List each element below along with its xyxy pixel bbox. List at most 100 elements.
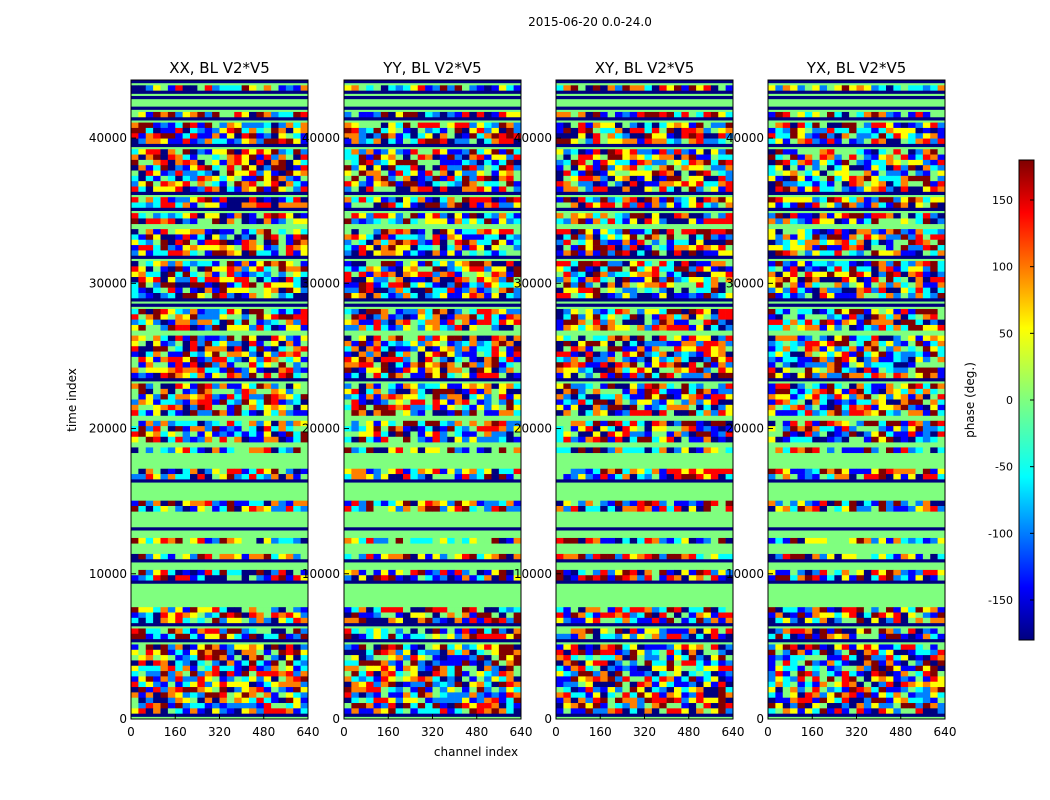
heatmap-cell [293,367,301,374]
heatmap-cell [659,277,667,283]
heatmap-cell [403,607,411,613]
heatmap-cell [278,346,287,352]
heatmap-cell [425,612,433,619]
heatmap-cell [167,410,176,416]
heatmap-cell [600,218,608,225]
heatmap-cell [358,356,367,363]
heatmap-cell [241,346,250,352]
heatmap-cell [607,367,616,374]
heatmap-cell [513,271,522,278]
heatmap-cell [234,319,242,326]
heatmap-cell [263,575,272,581]
heatmap-cell [241,367,250,374]
heatmap-cell [241,681,250,688]
heatmap-cell [585,181,594,187]
heatmap-cell [395,612,404,619]
heatmap-cell [491,468,500,475]
heatmap-cell [403,697,411,704]
heatmap-cell [710,122,719,129]
heatmap-cell [249,218,257,225]
heatmap-cell [293,644,301,651]
heatmap-cell [190,229,198,235]
heatmap-cell [373,133,382,139]
heatmap-cell [454,175,463,182]
heatmap-cell [197,138,206,145]
heatmap-cell [131,687,139,693]
heatmap-cell [263,617,272,624]
heatmap-cell [674,367,682,374]
heatmap-cell [373,362,382,368]
heatmap-cell [131,271,139,278]
heatmap-cell [249,362,257,368]
heatmap-cell [454,644,463,651]
heatmap-cell [300,186,309,193]
heatmap-cell [659,111,667,118]
heatmap-cell [138,234,147,241]
heatmap-cell [358,335,367,342]
heatmap-cell [469,708,478,714]
heatmap-cell [263,197,272,203]
heatmap-cell [484,394,492,400]
heatmap-cell [153,431,161,438]
heatmap-cell [373,127,382,134]
heatmap-cell [585,383,594,390]
heatmap-cell [688,266,697,272]
heatmap-cell [190,213,198,219]
heatmap-cell [491,250,500,257]
heatmap-cell [469,186,478,193]
heatmap-cell [131,202,139,209]
heatmap-cell [300,122,309,129]
heatmap-cell [197,687,206,693]
heatmap-cell [182,186,191,193]
heatmap-cell [241,261,250,267]
heatmap-cell [219,335,228,342]
heatmap-cell [462,127,470,134]
heatmap-cell [703,234,712,241]
heatmap-cell [358,500,367,507]
heatmap-cell [491,399,500,406]
heatmap-cell [570,138,579,145]
heatmap-cell [469,420,478,427]
heatmap-cell [484,404,492,411]
heatmap-cell [432,127,441,134]
heatmap-cell [439,708,448,714]
heatmap-cell [351,308,360,315]
heatmap-cell [425,644,433,651]
heatmap-cell [659,362,667,368]
heatmap-cell [138,159,147,166]
heatmap-cell [167,319,176,326]
heatmap-cell [263,351,272,358]
heatmap-cell [249,468,257,475]
heatmap-cell [300,245,309,251]
heatmap-cell [278,617,287,624]
heatmap-cell [271,426,279,432]
heatmap-cell [592,399,601,406]
heatmap-cell [263,239,272,246]
heatmap-cell [285,154,294,161]
heatmap-cell [651,165,660,171]
heatmap-cell [629,229,638,235]
heatmap-cell [417,229,426,235]
heatmap-cell [197,569,206,576]
heatmap-cell [629,372,638,379]
heatmap-cell [629,175,638,182]
heatmap-cell [469,356,478,363]
heatmap-cell [462,335,470,342]
heatmap-cell [300,474,309,480]
heatmap-cell [432,708,441,714]
heatmap-cell [249,431,257,438]
heatmap-cell [462,388,470,395]
heatmap-cell [491,197,500,203]
heatmap-cell [190,410,198,416]
heatmap-cell [153,676,161,683]
heatmap-cell [271,420,279,427]
heatmap-cell [425,218,433,225]
heatmap-cell [241,660,250,667]
heatmap-cell [417,372,426,379]
heatmap-cell [439,633,448,640]
heatmap-cell [644,346,653,352]
heatmap-cell [666,287,675,294]
heatmap-cell [506,170,514,177]
heatmap-cell [570,159,579,166]
heatmap-cell [234,383,242,390]
